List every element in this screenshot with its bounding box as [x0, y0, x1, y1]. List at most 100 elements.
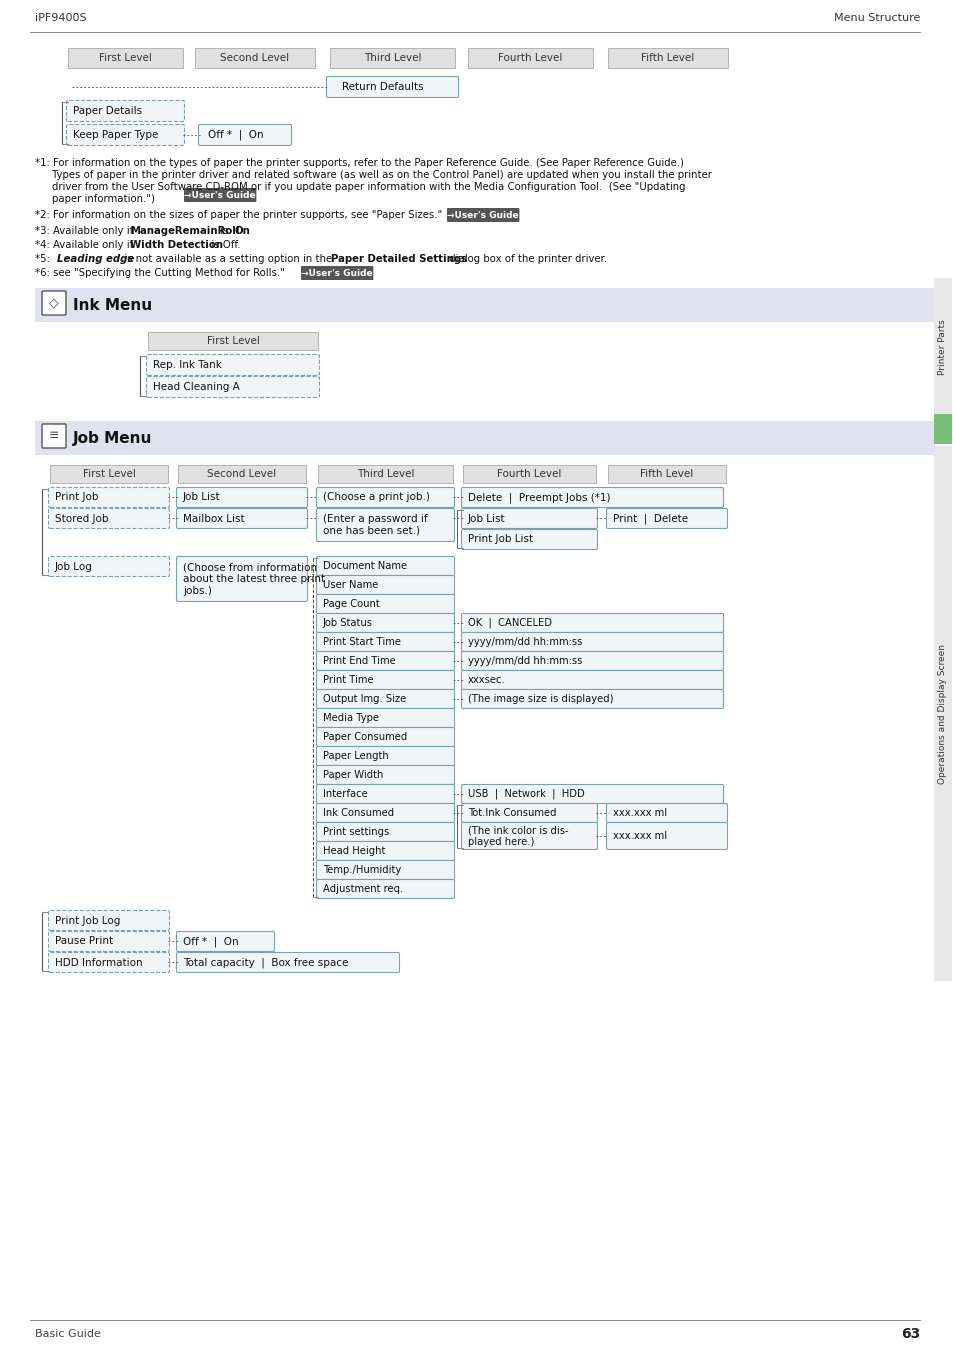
Text: Paper Width: Paper Width: [323, 770, 383, 780]
FancyBboxPatch shape: [49, 557, 170, 577]
Text: paper information."): paper information."): [52, 194, 161, 204]
Text: Paper Consumed: Paper Consumed: [323, 732, 407, 741]
FancyBboxPatch shape: [184, 187, 256, 202]
Text: *2: For information on the sizes of paper the printer supports, see "Paper Sizes: *2: For information on the sizes of pape…: [35, 210, 448, 220]
Text: Paper Detailed Settings: Paper Detailed Settings: [331, 253, 467, 264]
Bar: [933, 414, 951, 443]
Text: Print Job: Print Job: [55, 492, 98, 503]
Bar: [317, 465, 453, 483]
FancyBboxPatch shape: [606, 508, 727, 528]
Bar: [933, 446, 951, 981]
FancyBboxPatch shape: [316, 822, 454, 841]
Text: .: .: [247, 226, 250, 236]
Text: (The ink color is dis-
played here.): (The ink color is dis- played here.): [468, 825, 568, 847]
Bar: [607, 465, 725, 483]
FancyBboxPatch shape: [316, 709, 454, 728]
Text: Print Job Log: Print Job Log: [55, 915, 120, 926]
FancyBboxPatch shape: [316, 488, 454, 507]
Text: Job List: Job List: [183, 492, 220, 503]
FancyBboxPatch shape: [316, 803, 454, 822]
FancyBboxPatch shape: [316, 728, 454, 747]
Text: First Level: First Level: [83, 469, 135, 479]
Text: Operations and Display Screen: Operations and Display Screen: [938, 643, 946, 783]
Bar: [194, 49, 314, 67]
Text: Off *  |  On: Off * | On: [208, 129, 263, 140]
Text: Rep. Ink Tank: Rep. Ink Tank: [152, 360, 222, 369]
Bar: [933, 278, 951, 417]
Text: Temp./Humidity: Temp./Humidity: [323, 865, 401, 875]
FancyBboxPatch shape: [301, 266, 373, 280]
Text: Fourth Level: Fourth Level: [497, 469, 561, 479]
FancyBboxPatch shape: [316, 860, 454, 879]
FancyBboxPatch shape: [461, 785, 722, 803]
FancyBboxPatch shape: [176, 488, 307, 507]
Text: driver from the User Software CD-ROM or if you update paper information with the: driver from the User Software CD-ROM or …: [52, 182, 685, 191]
FancyBboxPatch shape: [316, 766, 454, 785]
FancyBboxPatch shape: [176, 953, 399, 972]
Text: ◇: ◇: [50, 297, 59, 310]
Bar: [330, 49, 455, 67]
FancyBboxPatch shape: [461, 803, 597, 822]
Text: dialog box of the printer driver.: dialog box of the printer driver.: [446, 253, 606, 264]
FancyBboxPatch shape: [326, 77, 458, 97]
FancyBboxPatch shape: [316, 613, 454, 632]
Text: →User's Guide: →User's Guide: [447, 210, 518, 220]
Bar: [35, 288, 934, 322]
FancyBboxPatch shape: [606, 822, 727, 849]
Bar: [148, 332, 317, 350]
Bar: [607, 49, 727, 67]
Text: →User's Guide: →User's Guide: [184, 190, 255, 200]
Text: ManageRemainRoll: ManageRemainRoll: [130, 226, 239, 236]
FancyBboxPatch shape: [316, 576, 454, 594]
Bar: [462, 465, 596, 483]
Text: On: On: [234, 226, 251, 236]
Text: iPF9400S: iPF9400S: [35, 13, 87, 23]
FancyBboxPatch shape: [49, 910, 170, 930]
FancyBboxPatch shape: [461, 632, 722, 651]
Text: USB  |  Network  |  HDD: USB | Network | HDD: [468, 789, 584, 799]
FancyBboxPatch shape: [316, 557, 454, 576]
Text: Print Job List: Print Job List: [468, 535, 533, 545]
Bar: [68, 49, 183, 67]
FancyBboxPatch shape: [606, 803, 727, 822]
Text: is: is: [216, 226, 232, 236]
FancyBboxPatch shape: [147, 376, 319, 398]
FancyBboxPatch shape: [176, 931, 274, 952]
Text: Return Defaults: Return Defaults: [341, 82, 423, 92]
FancyBboxPatch shape: [316, 632, 454, 651]
Text: xxx.xxx ml: xxx.xxx ml: [613, 830, 666, 841]
Text: Ink Menu: Ink Menu: [73, 298, 152, 313]
Text: *4: Available only if: *4: Available only if: [35, 240, 136, 249]
FancyBboxPatch shape: [461, 530, 597, 550]
Text: yyyy/mm/dd hh:mm:ss: yyyy/mm/dd hh:mm:ss: [468, 638, 581, 647]
FancyBboxPatch shape: [461, 822, 597, 849]
Text: yyyy/mm/dd hh:mm:ss: yyyy/mm/dd hh:mm:ss: [468, 656, 581, 666]
Text: is not available as a setting option in the: is not available as a setting option in …: [121, 253, 335, 264]
FancyBboxPatch shape: [461, 613, 722, 632]
FancyBboxPatch shape: [461, 689, 722, 709]
FancyBboxPatch shape: [461, 670, 722, 689]
Text: Stored Job: Stored Job: [55, 514, 109, 523]
FancyBboxPatch shape: [67, 101, 184, 121]
Text: Head Cleaning A: Head Cleaning A: [152, 381, 239, 392]
Text: Print Time: Print Time: [323, 675, 374, 685]
Bar: [35, 421, 934, 456]
Text: HDD Information: HDD Information: [55, 957, 143, 968]
FancyBboxPatch shape: [147, 355, 319, 376]
Text: Mailbox List: Mailbox List: [183, 514, 244, 523]
Text: Media Type: Media Type: [323, 713, 378, 723]
FancyBboxPatch shape: [461, 508, 597, 528]
Text: Fourth Level: Fourth Level: [497, 53, 562, 63]
Bar: [50, 465, 168, 483]
Text: Print settings: Print settings: [323, 828, 389, 837]
Text: (Enter a password if
one has been set.): (Enter a password if one has been set.): [323, 514, 427, 535]
Text: *6: see "Specifying the Cutting Method for Rolls.": *6: see "Specifying the Cutting Method f…: [35, 268, 291, 278]
Text: Types of paper in the printer driver and related software (as well as on the Con: Types of paper in the printer driver and…: [52, 170, 711, 181]
Text: Output Img. Size: Output Img. Size: [323, 694, 406, 704]
Bar: [178, 465, 306, 483]
FancyBboxPatch shape: [49, 953, 170, 972]
Text: Paper Details: Paper Details: [73, 106, 142, 116]
Text: User Name: User Name: [323, 580, 378, 590]
Bar: [468, 49, 593, 67]
FancyBboxPatch shape: [316, 508, 454, 542]
